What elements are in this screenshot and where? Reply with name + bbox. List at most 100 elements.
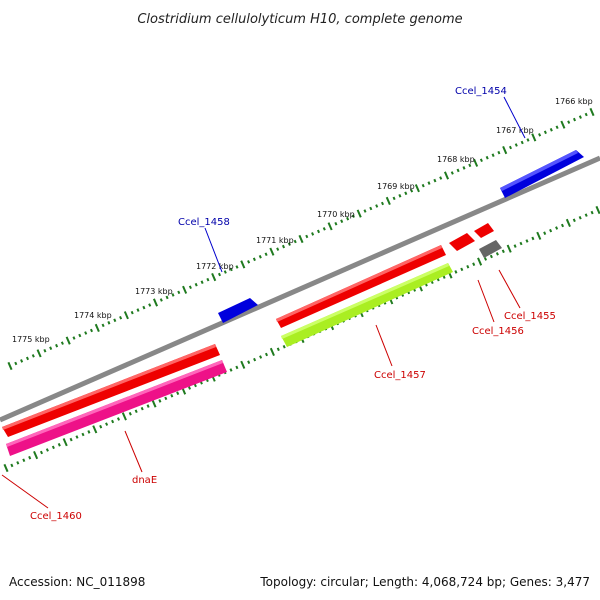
outer-scale-tick	[31, 354, 35, 358]
outer-scale-tick	[194, 282, 198, 287]
inner-scale-tick	[543, 231, 547, 235]
outer-scale-tick	[334, 221, 338, 226]
outer-scale-tick	[433, 178, 437, 183]
gene-label-ccel-1460: Ccel_1460	[30, 511, 82, 522]
outer-scale-tick	[55, 343, 59, 348]
inner-scale-tick	[483, 257, 488, 261]
scale-label-1773: 1773 kbp	[135, 287, 173, 296]
outer-scale-tick	[560, 120, 566, 129]
leader-ccel-1460	[1, 474, 49, 509]
gene-label-ccel-1455: Ccel_1455	[504, 311, 556, 322]
gene-dnae[interactable]	[6, 360, 227, 456]
gene-label-ccel-1457: Ccel_1457	[374, 370, 426, 381]
inner-scale-tick	[525, 239, 529, 243]
gene-ccel-1454[interactable]	[500, 150, 584, 198]
outer-scale-tick	[264, 252, 268, 257]
outer-scale-tick	[491, 153, 495, 157]
inner-scale-tick	[253, 357, 257, 362]
outer-scale-tick	[508, 145, 513, 150]
inner-scale-tick	[3, 463, 9, 473]
outer-scale-tick	[567, 120, 571, 124]
inner-scale-tick	[187, 386, 192, 390]
inner-scale-tick	[454, 270, 458, 274]
outer-scale-tick	[538, 133, 542, 137]
outer-scale-tick	[240, 260, 246, 269]
outer-scale-tick	[107, 321, 111, 325]
outer-scale-tick	[497, 150, 501, 155]
inner-scale-tick	[146, 404, 150, 408]
inner-scale-tick	[87, 430, 91, 434]
gene-ccel-1458-arrow[interactable]	[218, 298, 258, 323]
gene-ccel-1455[interactable]	[479, 240, 502, 258]
inner-scale-tick	[16, 461, 20, 465]
outer-scale-tick	[20, 359, 24, 363]
inner-scale-tick	[45, 448, 49, 452]
inner-scale-tick	[276, 347, 280, 352]
map-title: Clostridium cellulolyticum H10, complete…	[137, 12, 462, 27]
gene-red-middle[interactable]	[276, 245, 446, 328]
outer-scale-tick	[14, 361, 18, 366]
outer-scale-tick	[84, 331, 88, 335]
inner-scale-tick	[39, 450, 44, 455]
outer-scale-tick	[276, 247, 280, 251]
inner-scale-tick	[536, 231, 542, 240]
inner-scale-tick	[176, 391, 180, 395]
outer-scale-tick	[281, 244, 286, 249]
outer-scale-tick	[247, 260, 251, 264]
outer-scale-tick	[375, 204, 379, 208]
outer-scale-tick	[182, 285, 188, 294]
outer-scale-tick	[549, 128, 553, 132]
outer-scale-tick	[49, 346, 53, 350]
gene-ccel-1460[interactable]	[2, 344, 220, 437]
outer-scale-tick	[456, 168, 460, 173]
outer-scale-tick	[177, 290, 181, 295]
outer-scale-tick	[427, 181, 431, 185]
outer-scale-tick	[578, 115, 582, 119]
inner-scale-tick	[158, 399, 162, 403]
inner-scale-tick	[489, 254, 493, 259]
inner-scale-tick	[531, 236, 535, 241]
outer-scale-tick	[171, 293, 175, 297]
outer-scale-tick	[258, 255, 262, 259]
inner-scale-tick	[151, 399, 157, 408]
outer-scale-tick	[229, 267, 233, 272]
outer-scale-tick	[252, 257, 256, 262]
gene-label-ccel-1458: Ccel_1458	[178, 217, 230, 228]
outer-scale-tick	[450, 171, 454, 175]
scale-label-1766: 1766 kbp	[555, 97, 593, 106]
inner-scale-tick	[506, 244, 512, 253]
outer-scale-tick	[555, 125, 559, 130]
outer-scale-tick	[293, 239, 297, 244]
outer-scale-tick	[200, 280, 204, 284]
outer-scale-tick	[404, 191, 408, 196]
outer-scale-tick	[385, 196, 391, 205]
inner-scale-tick	[235, 365, 239, 370]
outer-scale-tick	[392, 196, 396, 201]
inner-scale-tick	[495, 252, 499, 256]
outer-scale-tick	[369, 206, 373, 211]
outer-scale-tick	[327, 222, 333, 231]
inner-scale-tick	[555, 226, 559, 230]
scale-label-1771: 1771 kbp	[256, 236, 294, 245]
inner-scale-tick	[560, 223, 565, 228]
outer-scale-tick	[346, 216, 350, 221]
outer-scale-tick	[119, 315, 123, 320]
inner-scale-tick	[460, 267, 464, 272]
outer-scale-tick	[165, 295, 169, 300]
gene-ccel-1456[interactable]	[449, 223, 494, 251]
gene-ccel-1457[interactable]	[281, 263, 453, 347]
inner-scale-tick	[193, 383, 197, 388]
outer-scale-tick	[410, 188, 414, 193]
inner-scale-tick	[134, 409, 138, 414]
scale-label-1772: 1772 kbp	[196, 262, 234, 271]
inner-scale-tick	[164, 396, 168, 401]
leader-dnae	[124, 430, 143, 473]
inner-scale-tick	[595, 205, 600, 215]
outer-scale-tick	[363, 209, 367, 213]
gene-label-ccel-1454: Ccel_1454	[455, 86, 507, 97]
gene-label-ccel-1456: Ccel_1456	[472, 326, 524, 337]
outer-scale-tick	[148, 303, 152, 307]
outer-scale-tick	[380, 201, 385, 206]
